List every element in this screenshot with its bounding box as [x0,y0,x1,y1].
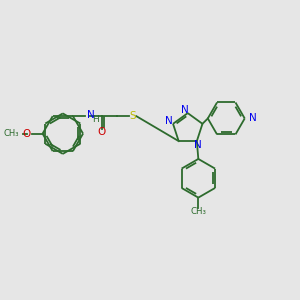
Text: N: N [181,104,189,115]
Text: O: O [23,129,31,139]
Text: CH₃: CH₃ [4,129,20,138]
Text: S: S [129,111,136,121]
Text: O: O [98,128,106,137]
Text: N: N [165,116,173,126]
Text: CH₃: CH₃ [190,207,206,216]
Text: N: N [194,140,202,150]
Text: H: H [92,115,99,124]
Text: N: N [249,113,256,123]
Text: N: N [88,110,95,120]
